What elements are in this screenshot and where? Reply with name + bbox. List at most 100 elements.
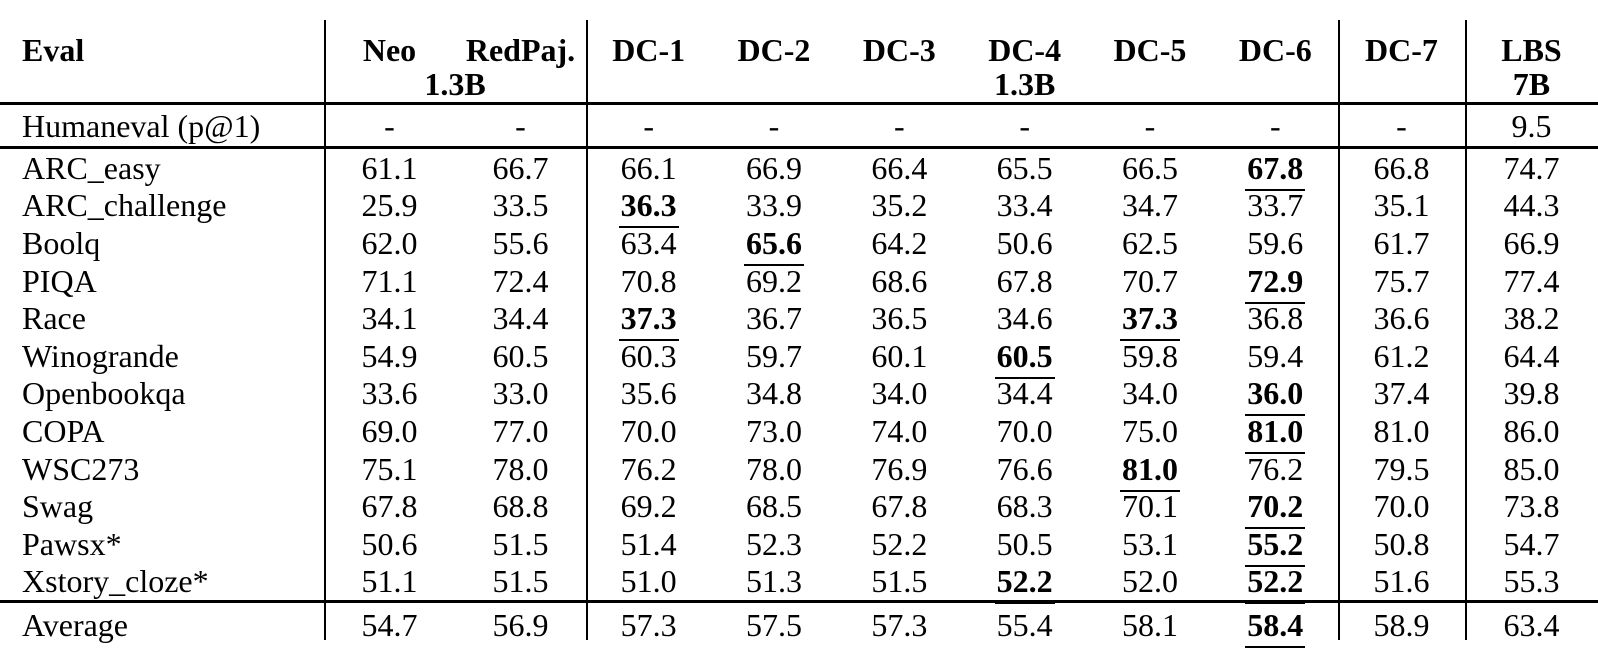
best-value: 81.0 — [1245, 412, 1306, 454]
best-value: 60.5 — [994, 337, 1055, 379]
value-cell: 50.5 — [996, 525, 1053, 562]
value-cell: 51.1 — [361, 563, 418, 600]
table-row: WSC273 75.1 78.0 76.2 78.0 76.9 76.6 81.0 76.2 79… — [0, 450, 1598, 492]
best-value: 36.3 — [618, 187, 679, 229]
best-value: 58.4 — [1245, 607, 1306, 648]
value-cell: 77.4 — [1503, 262, 1560, 299]
header-size-label-baselines: 1.3B — [424, 66, 486, 102]
table-row: Boolq 62.0 55.6 63.4 65.6 64.2 50.6 62.5 59.6 61.… — [0, 224, 1598, 266]
value-cell: 9.5 — [1511, 107, 1552, 144]
value-cell: 75.7 — [1373, 262, 1430, 299]
value-cell: 70.8 — [620, 262, 677, 299]
value-cell: 71.1 — [361, 262, 418, 299]
value-cell: 58.4 — [1213, 607, 1338, 648]
best-value: 70.2 — [1245, 488, 1306, 530]
table-row: Xstory_cloze* 51.1 51.5 51.0 51.3 51.5 52.2 52.… — [0, 563, 1598, 605]
row-label: ARC_challenge — [22, 187, 227, 224]
column-header-dc6: DC-6 — [1238, 32, 1312, 68]
value-cell: 39.8 — [1503, 375, 1560, 412]
value-cell: 62.0 — [361, 224, 418, 261]
column-divider — [1338, 20, 1340, 640]
value-cell: 50.6 — [361, 525, 418, 562]
horizontal-rule — [0, 600, 1598, 604]
horizontal-rule — [0, 146, 1598, 149]
value-cell: 36.7 — [745, 300, 802, 337]
table-row: Winogrande 54.9 60.5 60.3 59.7 60.1 60.5 59.8 59… — [0, 337, 1598, 379]
table-row: ARC_easy 61.1 66.7 66.1 66.9 66.4 65.5 66.5 67.8… — [0, 149, 1598, 191]
row-label: Xstory_cloze* — [22, 563, 209, 600]
column-header-eval: Eval — [22, 32, 85, 68]
value-cell: 33.9 — [745, 187, 802, 224]
value-cell: 66.9 — [1503, 224, 1560, 261]
value-cell: 65.5 — [996, 149, 1053, 186]
value-cell: 68.8 — [492, 488, 549, 525]
value-cell: 77.0 — [492, 412, 549, 449]
best-value: 52.2 — [1245, 563, 1306, 605]
value-cell: 36.6 — [1373, 300, 1430, 337]
value-cell: - — [893, 107, 905, 144]
value-cell: 81.0 — [1087, 450, 1212, 492]
value-cell: 65.6 — [711, 224, 836, 266]
value-cell: 36.5 — [871, 300, 928, 337]
table-row: Race 34.1 34.4 37.3 36.7 36.5 34.6 37.3 36.8 36.6… — [0, 299, 1598, 342]
value-cell: 50.6 — [996, 224, 1053, 261]
column-header-dc1: DC-1 — [612, 32, 686, 68]
value-cell: 51.5 — [492, 563, 549, 600]
row-label: Average — [22, 607, 128, 644]
value-cell: 58.9 — [1373, 607, 1430, 644]
best-value: 81.0 — [1119, 450, 1180, 492]
table-row: Pawsx* 50.6 51.5 51.4 52.3 52.2 50.5 53.1 55.2 50… — [0, 525, 1598, 567]
value-cell: 37.3 — [1087, 300, 1212, 342]
value-cell: 57.3 — [871, 607, 928, 644]
row-label: PIQA — [22, 262, 97, 299]
value-cell: 66.1 — [620, 149, 677, 186]
value-cell: 34.7 — [1121, 187, 1178, 224]
value-cell: 55.2 — [1213, 525, 1338, 567]
value-cell: 34.4 — [492, 300, 549, 337]
column-header-dc5: DC-5 — [1113, 32, 1187, 68]
value-cell: 35.1 — [1373, 187, 1430, 224]
horizontal-rule — [0, 102, 1598, 105]
header-size-label-dc4: 1.3B — [993, 66, 1056, 102]
value-cell: 68.6 — [871, 262, 928, 299]
value-cell: 57.3 — [620, 607, 677, 644]
best-value: 37.3 — [618, 300, 679, 342]
value-cell: 76.2 — [620, 450, 677, 487]
value-cell: 75.0 — [1121, 412, 1178, 449]
value-cell: 51.4 — [620, 525, 677, 562]
header-subrow: 1.3B 1.3B 7B — [0, 66, 1598, 102]
value-cell: 51.0 — [620, 563, 677, 600]
value-cell: 66.4 — [871, 149, 928, 186]
value-cell: 70.2 — [1213, 488, 1338, 530]
value-cell: 70.0 — [1373, 488, 1430, 525]
value-cell: - — [515, 107, 526, 144]
value-cell: 74.0 — [871, 412, 928, 449]
column-divider — [324, 20, 326, 640]
value-cell: 51.6 — [1373, 563, 1430, 600]
value-cell: 79.5 — [1373, 450, 1430, 487]
value-cell: 66.9 — [745, 149, 802, 186]
value-cell: 36.0 — [1213, 375, 1338, 417]
table-row: Humaneval (p@1) - - - - - - - - - 9.5 — [0, 105, 1598, 146]
value-cell: 55.6 — [492, 224, 549, 261]
value-cell: 73.8 — [1503, 488, 1560, 525]
value-cell: 78.0 — [745, 450, 802, 487]
value-cell: 68.3 — [996, 488, 1053, 525]
row-label: Race — [22, 300, 86, 337]
value-cell: 67.8 — [996, 262, 1053, 299]
value-cell: 34.8 — [745, 375, 802, 412]
value-cell: 33.0 — [492, 375, 549, 412]
value-cell: 70.0 — [620, 412, 677, 449]
value-cell: - — [1396, 107, 1407, 144]
value-cell: 66.7 — [492, 149, 549, 186]
value-cell: 53.1 — [1121, 525, 1178, 562]
value-cell: 33.5 — [492, 187, 549, 224]
row-label: Openbookqa — [22, 375, 186, 412]
value-cell: 81.0 — [1213, 412, 1338, 454]
value-cell: 70.7 — [1121, 262, 1178, 299]
value-cell: 52.2 — [1213, 563, 1338, 605]
value-cell: 44.3 — [1503, 187, 1560, 224]
value-cell: 34.1 — [361, 300, 418, 337]
value-cell: 52.2 — [962, 563, 1087, 605]
value-cell: 69.2 — [620, 488, 677, 525]
